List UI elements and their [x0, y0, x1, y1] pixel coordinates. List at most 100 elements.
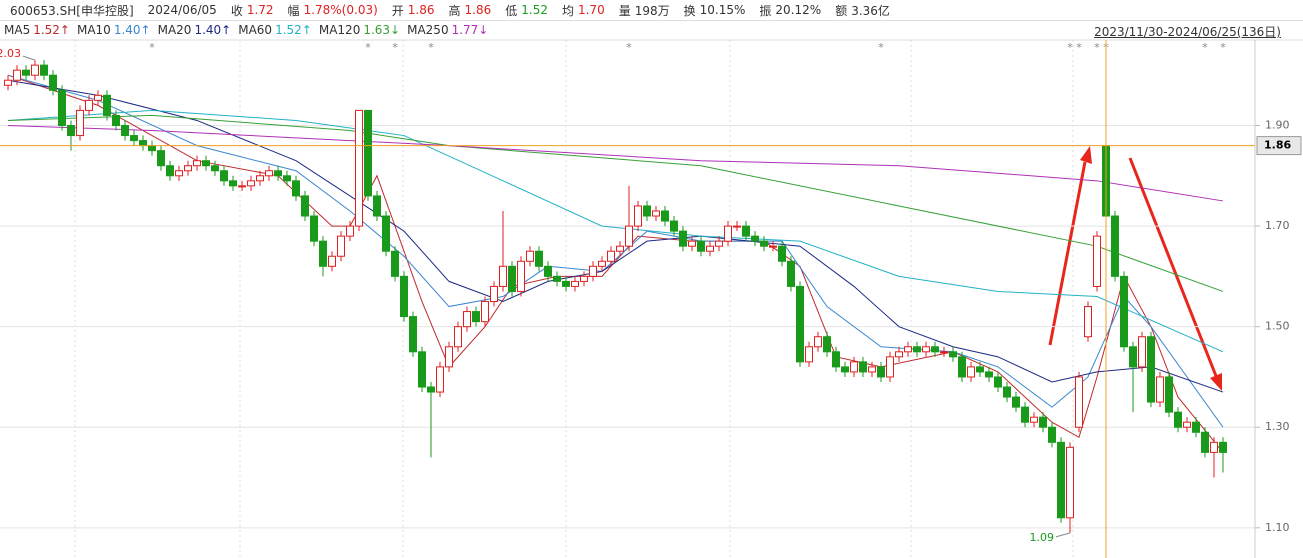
field-value: 10.15% [699, 3, 746, 17]
candle-body [22, 69, 30, 76]
y-tick-label: 1.30 [1265, 420, 1290, 433]
event-mark: * [1220, 41, 1226, 54]
legend-name: MA10 [76, 23, 111, 37]
candle-body [553, 275, 561, 282]
legend: MA5 1.52↑ MA10 1.40↑ MA20 1.40↑ MA60 1.52↑ MA120… [0, 21, 1303, 39]
candle-body [4, 79, 12, 86]
field-label: 换 [683, 3, 696, 18]
field-value: 3.36亿 [851, 3, 890, 18]
event-mark: * [149, 41, 155, 54]
candle-body [742, 225, 750, 237]
field-label: 收 [230, 3, 243, 18]
candle-body [337, 235, 345, 257]
candle-body [265, 170, 273, 177]
legend-name: MA20 [157, 23, 192, 37]
candle-body [481, 301, 489, 323]
legend-value: 1.52↑ [275, 23, 312, 37]
candle-body [130, 135, 138, 142]
candle-body [697, 240, 705, 252]
candle-body [373, 195, 381, 217]
candle-body [778, 245, 786, 262]
legend-name: MA120 [318, 23, 361, 37]
candle-body [1021, 406, 1029, 423]
candle-body [877, 366, 885, 378]
candle-body [1138, 336, 1146, 368]
legend-value: 1.63↓ [363, 23, 401, 37]
ma-line [7, 109, 1224, 353]
header: 600653.SH[申华控股] 2024/06/05 收 1.72 幅 1.78%(0.0… [0, 0, 1303, 21]
event-mark: * [1094, 41, 1100, 54]
legend-name: MA60 [238, 23, 273, 37]
candle-body [805, 346, 813, 363]
candle-body [445, 346, 453, 368]
candle-body [103, 94, 111, 116]
candle-body [409, 316, 417, 353]
candle-body [796, 285, 804, 363]
candle-body [1192, 421, 1200, 433]
candle-body [139, 140, 147, 147]
ma-line [7, 74, 1224, 453]
candle-body [886, 356, 894, 378]
candle-body [148, 145, 156, 152]
candle-body [490, 285, 498, 303]
candle-body [292, 180, 300, 197]
candle-body [202, 160, 210, 167]
field-label: 开 [391, 3, 404, 18]
candle-body [238, 185, 246, 188]
candle-body [1120, 275, 1128, 348]
candle-body [67, 124, 75, 137]
candle-body [904, 346, 912, 353]
candle-body [1039, 416, 1047, 428]
ma-line [7, 114, 1224, 292]
candle-body [319, 240, 327, 267]
candle-body [499, 265, 507, 287]
candle-body [175, 170, 183, 177]
candle-body [1066, 446, 1074, 519]
candle-body [643, 205, 651, 217]
candle-body [166, 165, 174, 177]
field-label: 额 [835, 3, 848, 18]
legend-name: MA250 [407, 23, 449, 37]
candle-body [931, 346, 939, 353]
candle-body [562, 280, 570, 287]
candle-body [517, 260, 525, 292]
candle-body [301, 195, 309, 217]
field-label: 幅 [287, 3, 300, 18]
candle-body [598, 260, 606, 267]
candle-body [463, 311, 471, 328]
event-mark: * [1076, 41, 1082, 54]
candle-body [715, 240, 723, 247]
candle-body [1075, 376, 1083, 428]
date: 2024/06/05 [147, 3, 217, 17]
field-label: 振 [759, 3, 772, 18]
y-tick-label: 1.10 [1265, 521, 1290, 534]
candle-body [49, 74, 57, 91]
min-label: 1.09 [1030, 531, 1055, 544]
field-value: 198万 [634, 3, 670, 18]
candle-body [760, 240, 768, 247]
candle-body [724, 225, 732, 242]
candle-body [1129, 346, 1137, 368]
legend-value: 1.52↑ [33, 23, 70, 37]
candle-body [751, 235, 759, 242]
candle-body [895, 351, 903, 358]
y-tick-label: 1.50 [1265, 320, 1290, 333]
candle-body [40, 64, 48, 76]
candle-body [859, 361, 867, 373]
candle-body [1219, 441, 1227, 453]
candle-body [616, 245, 624, 252]
candle-body [688, 240, 696, 247]
field-label: 低 [505, 3, 518, 18]
legend-value: 1.40↑ [194, 23, 232, 37]
field-label: 量 [618, 3, 631, 18]
candle-body [823, 336, 831, 353]
candle-body [436, 366, 444, 393]
candle-body [994, 376, 1002, 388]
candle-body [526, 250, 534, 262]
legend-value: 1.40↑ [113, 23, 151, 37]
candle-body [607, 250, 615, 262]
candle-body [256, 175, 264, 182]
candle-body [535, 250, 543, 267]
